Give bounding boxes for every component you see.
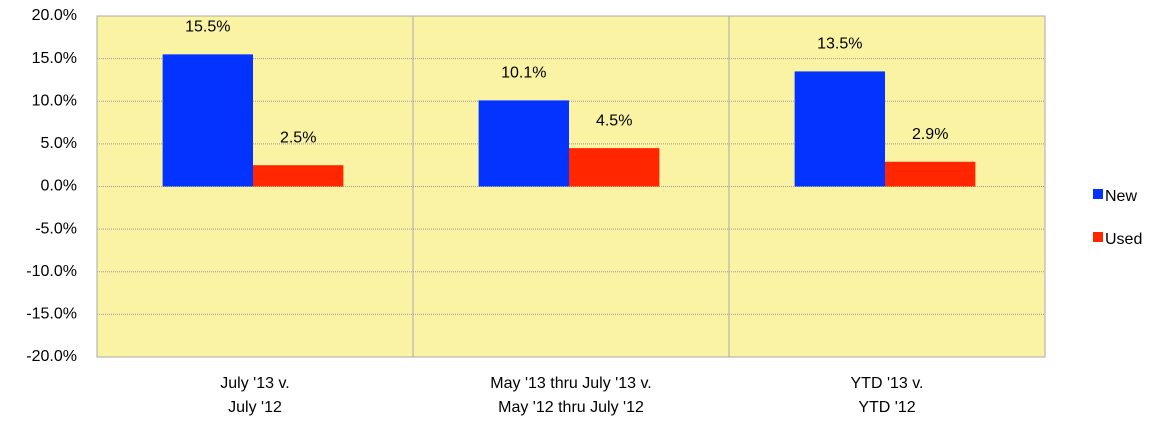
y-tick-label: 15.0% [32,50,77,67]
y-tick-label: -20.0% [26,348,77,365]
y-tick-label: -15.0% [26,306,77,323]
y-tick-label: 5.0% [41,135,77,152]
legend-swatch [1093,232,1103,242]
data-label: 2.9% [912,126,948,143]
x-tick-label: May '13 thru July '13 v. May '12 thru Jul… [490,375,651,416]
bar [253,165,344,187]
y-tick-label: 10.0% [32,92,77,109]
y-tick-label: 20.0% [32,7,77,24]
y-tick-label: -5.0% [35,220,77,237]
x-tick-label: July '13 v. July '12 [220,375,289,416]
plot-border [96,15,1046,358]
data-label: 10.1% [501,65,546,82]
data-label: 2.5% [280,129,316,146]
y-tick-label: 0.0% [41,178,77,195]
bar [162,54,253,187]
bar [885,161,976,187]
bar [478,100,569,187]
x-tick-label: YTD '13 v. YTD '12 [851,375,924,416]
legend-swatch [1093,189,1103,199]
bar [794,71,885,187]
data-label: 4.5% [596,112,632,129]
data-label: 15.5% [185,19,230,36]
legend-label: Used [1105,231,1142,248]
y-tick-label: -10.0% [26,263,77,280]
legend-label: New [1105,188,1137,205]
bar [569,148,660,187]
data-label: 13.5% [817,36,862,53]
